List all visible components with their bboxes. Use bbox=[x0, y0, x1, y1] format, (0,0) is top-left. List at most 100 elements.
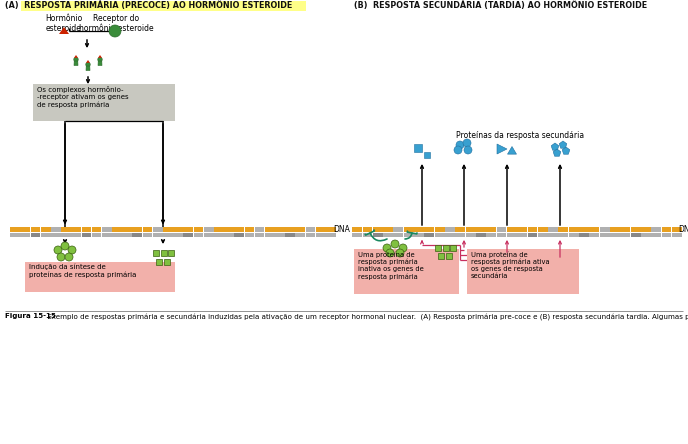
Circle shape bbox=[464, 146, 472, 154]
Text: Exemplo de respostas primária e secundária induzidas pela ativação de um recepto: Exemplo de respostas primária e secundár… bbox=[45, 313, 688, 321]
Polygon shape bbox=[86, 66, 90, 71]
Bar bbox=[424, 233, 434, 238]
Bar bbox=[102, 227, 111, 233]
Bar bbox=[569, 227, 579, 233]
Bar bbox=[476, 227, 486, 233]
Bar bbox=[455, 233, 465, 238]
Circle shape bbox=[61, 242, 69, 250]
Bar bbox=[51, 227, 61, 233]
Bar bbox=[528, 233, 537, 238]
Polygon shape bbox=[98, 61, 102, 66]
Bar bbox=[424, 151, 431, 159]
Bar bbox=[224, 227, 234, 233]
Bar bbox=[161, 250, 167, 256]
Bar bbox=[21, 227, 30, 233]
Bar bbox=[326, 233, 336, 238]
Bar bbox=[507, 233, 517, 238]
Bar bbox=[538, 227, 548, 233]
Bar bbox=[61, 227, 71, 233]
Bar bbox=[455, 227, 465, 233]
Bar bbox=[610, 227, 620, 233]
Bar bbox=[214, 233, 224, 238]
Circle shape bbox=[463, 139, 471, 147]
Bar bbox=[538, 233, 548, 238]
Bar bbox=[373, 233, 383, 238]
Bar bbox=[81, 233, 92, 238]
Bar bbox=[414, 227, 424, 233]
Bar bbox=[255, 227, 264, 233]
Bar bbox=[443, 245, 449, 251]
Bar bbox=[435, 233, 444, 238]
Bar bbox=[507, 227, 517, 233]
Text: DNA: DNA bbox=[333, 226, 350, 234]
Bar bbox=[102, 233, 111, 238]
Bar bbox=[450, 245, 456, 251]
Bar bbox=[61, 233, 71, 238]
Bar bbox=[112, 227, 122, 233]
Circle shape bbox=[391, 240, 399, 248]
Bar bbox=[142, 227, 153, 233]
Bar bbox=[414, 233, 424, 238]
Bar bbox=[373, 227, 383, 233]
Bar bbox=[424, 227, 434, 233]
Polygon shape bbox=[562, 147, 570, 154]
Bar bbox=[122, 233, 132, 238]
Bar bbox=[184, 233, 193, 238]
Bar bbox=[193, 227, 204, 233]
Circle shape bbox=[454, 146, 462, 154]
Text: Uma proteína de
resposta primária ativa
os genes de resposta
secundária: Uma proteína de resposta primária ativa … bbox=[471, 251, 550, 279]
Bar bbox=[672, 227, 682, 233]
Circle shape bbox=[65, 253, 73, 261]
Bar bbox=[438, 253, 444, 259]
Text: (B)  RESPOSTA SECUNDÁRIA (TARDIA) AO HORMÔNIO ESTEROIDE: (B) RESPOSTA SECUNDÁRIA (TARDIA) AO HORM… bbox=[354, 1, 647, 11]
Bar bbox=[662, 233, 671, 238]
Bar bbox=[255, 233, 264, 238]
Bar bbox=[275, 227, 285, 233]
Circle shape bbox=[456, 141, 464, 149]
Bar bbox=[621, 233, 630, 238]
Bar bbox=[41, 227, 50, 233]
Bar bbox=[383, 227, 393, 233]
Bar bbox=[354, 249, 459, 294]
Polygon shape bbox=[551, 143, 559, 150]
Bar bbox=[184, 227, 193, 233]
Bar bbox=[163, 227, 173, 233]
Bar bbox=[590, 233, 599, 238]
Bar bbox=[224, 233, 234, 238]
Bar bbox=[352, 227, 362, 233]
Bar bbox=[142, 233, 153, 238]
Polygon shape bbox=[98, 55, 102, 58]
Polygon shape bbox=[553, 149, 561, 156]
Bar bbox=[466, 227, 475, 233]
Bar bbox=[51, 233, 61, 238]
Text: Os complexos hormônio-
-receptor ativam os genes
de resposta primária: Os complexos hormônio- -receptor ativam … bbox=[37, 86, 129, 107]
Bar bbox=[30, 227, 41, 233]
Circle shape bbox=[98, 57, 103, 62]
Text: Indução da síntese de
proteínas de resposta primária: Indução da síntese de proteínas de respo… bbox=[29, 264, 136, 278]
Bar bbox=[466, 233, 475, 238]
Bar bbox=[153, 233, 162, 238]
Bar bbox=[621, 227, 630, 233]
Bar bbox=[265, 227, 275, 233]
Bar bbox=[497, 233, 506, 238]
Bar bbox=[153, 250, 159, 256]
Bar bbox=[153, 227, 162, 233]
Bar bbox=[352, 233, 362, 238]
Bar bbox=[383, 233, 393, 238]
Text: Hormônio
esteroide: Hormônio esteroide bbox=[45, 14, 83, 33]
Text: Proteínas da resposta secundária: Proteínas da resposta secundária bbox=[456, 131, 584, 140]
Circle shape bbox=[109, 25, 121, 37]
Bar bbox=[173, 233, 183, 238]
Bar bbox=[600, 233, 610, 238]
Bar bbox=[235, 233, 244, 238]
Bar bbox=[446, 253, 452, 259]
Bar bbox=[569, 233, 579, 238]
Bar bbox=[81, 227, 92, 233]
Circle shape bbox=[68, 246, 76, 254]
Bar bbox=[497, 227, 506, 233]
Bar bbox=[445, 227, 455, 233]
Polygon shape bbox=[559, 141, 567, 148]
Bar bbox=[363, 233, 372, 238]
Polygon shape bbox=[497, 144, 507, 154]
Bar bbox=[204, 233, 213, 238]
